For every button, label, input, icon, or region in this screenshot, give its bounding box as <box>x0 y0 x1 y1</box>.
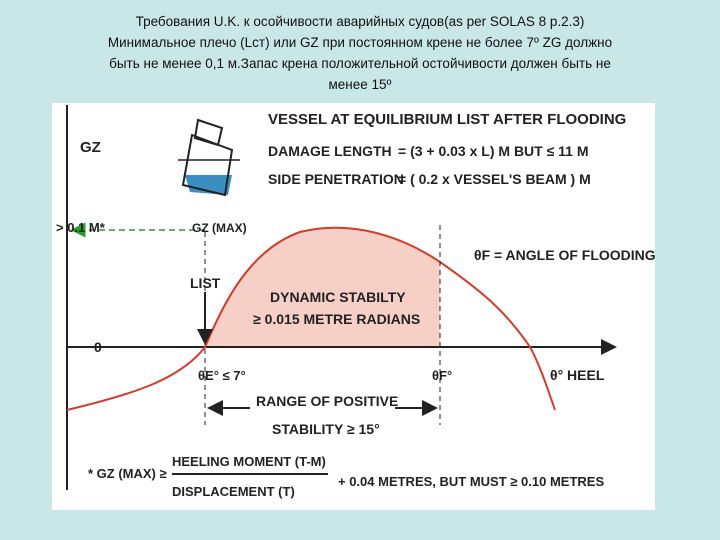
header-line: Требования U.K. к осойчивости аварийных … <box>135 14 585 29</box>
ship-icon <box>178 118 240 197</box>
label: SIDE PENETRATION <box>268 171 404 187</box>
header-line: Минимальное плечо (Lст) или GZ при посто… <box>107 35 613 50</box>
range-label: RANGE OF POSITIVE <box>256 393 398 409</box>
header-line: менее 15º <box>328 77 392 92</box>
label: DAMAGE LENGTH <box>268 143 392 159</box>
formula-numerator: HEELING MOMENT (T-M) <box>172 454 326 469</box>
gz-min-label: > 0.1 M* <box>56 220 106 235</box>
theta-f-label: θF° <box>432 368 452 383</box>
x-axis-label: θ° HEEL <box>550 367 605 383</box>
theta-e-label: θE° ≤ 7° <box>198 368 246 383</box>
dynamic-stability-area <box>205 227 440 347</box>
gz-curve <box>66 226 556 411</box>
formula-rhs: + 0.04 METRES, BUT MUST ≥ 0.10 METRES <box>338 474 604 489</box>
value: = ( 0.2 x VESSEL'S BEAM ) M <box>398 171 591 187</box>
flooding-label: θF = ANGLE OF FLOODING <box>474 247 656 263</box>
y-axis-label: GZ <box>80 139 101 156</box>
header-line: быть не менее 0,1 м.Запас крена положите… <box>109 56 611 71</box>
list-label: LIST <box>190 275 221 291</box>
gz-max-label: GZ (MAX) <box>192 221 247 235</box>
formula-lhs: * GZ (MAX) ≥ <box>88 466 167 481</box>
value: = (3 + 0.03 x L) M BUT ≤ 11 M <box>398 143 589 159</box>
range-label: STABILITY ≥ 15° <box>272 421 380 437</box>
formula-denominator: DISPLACEMENT (T) <box>172 484 295 499</box>
heading: VESSEL AT EQUILIBRIUM LIST AFTER FLOODIN… <box>268 111 626 128</box>
origin-label: 0 <box>94 339 102 355</box>
dynamic-stability-label: DYNAMIC STABILTY <box>270 289 406 305</box>
dynamic-stability-label: ≥ 0.015 METRE RADIANS <box>253 311 420 327</box>
